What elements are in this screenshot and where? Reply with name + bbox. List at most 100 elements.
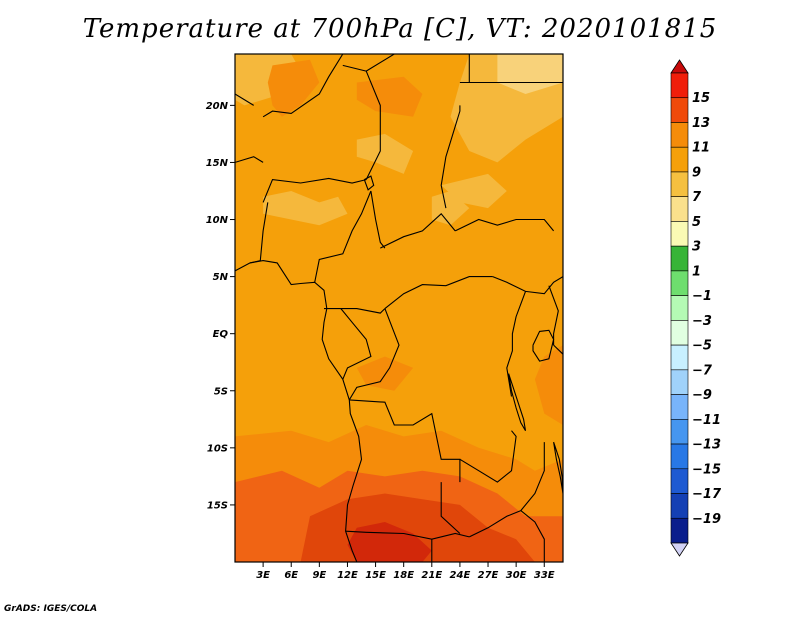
lon-tick-label: 9E bbox=[312, 570, 326, 581]
border-angola-zambia bbox=[440, 482, 461, 534]
colorbar-label: −19 bbox=[692, 512, 721, 527]
colorbar-swatch bbox=[670, 97, 689, 123]
border-libya-chad bbox=[365, 54, 395, 72]
cool-patch-car bbox=[431, 191, 470, 226]
border-mali-algeria bbox=[235, 93, 254, 106]
lon-tick-label: 33E bbox=[534, 570, 555, 581]
cool-patch-sudan bbox=[441, 173, 507, 209]
cool-patch-nigeria bbox=[263, 191, 348, 226]
lake-victoria bbox=[532, 329, 555, 362]
colorbar-swatch bbox=[670, 517, 689, 544]
border-tanzania-kenya bbox=[553, 344, 563, 355]
border-congo-drc bbox=[348, 308, 400, 401]
lon-tick-label: 12E bbox=[337, 570, 358, 581]
colorbar-swatch bbox=[670, 295, 689, 321]
colorbar-swatch bbox=[670, 443, 689, 470]
colorbar-label: 13 bbox=[692, 116, 710, 131]
lon-tick-label: 3E bbox=[256, 570, 270, 581]
lon-tick-label: 30E bbox=[506, 570, 527, 581]
colorbar-label: 7 bbox=[692, 190, 702, 205]
colorbar-swatch bbox=[670, 493, 689, 519]
lon-tick-label: 27E bbox=[478, 570, 499, 581]
colorbar-swatch bbox=[670, 196, 689, 222]
warm-patch-congo-a bbox=[356, 356, 414, 391]
colorbar-label: −3 bbox=[692, 314, 712, 329]
colorbar-label: −11 bbox=[692, 413, 721, 428]
border-niger-nigeria bbox=[262, 177, 367, 203]
lat-tick-label: 15S bbox=[207, 500, 228, 511]
colorbar-swatch bbox=[670, 344, 689, 371]
colorbar-swatch bbox=[670, 320, 689, 346]
colorbar-swatch bbox=[670, 221, 689, 247]
border-cameroon-chad bbox=[370, 190, 386, 249]
colorbar-top-arrow bbox=[670, 59, 689, 74]
border-angola-namibia bbox=[345, 530, 470, 540]
border-drc-zambia bbox=[459, 430, 517, 483]
cool-band-northeast-inner bbox=[497, 54, 563, 94]
colorbar-swatch bbox=[670, 122, 689, 148]
lon-tick-label: 21E bbox=[421, 570, 442, 581]
coast-west-africa bbox=[235, 260, 363, 562]
colorbar-swatch bbox=[670, 394, 689, 420]
colorbar-swatch bbox=[670, 369, 689, 395]
colorbar-swatch bbox=[670, 419, 689, 445]
grads-credit: GrADS: IGES/COLA bbox=[4, 604, 98, 614]
map-title: Temperature at 700hPa [C], VT: 202010181… bbox=[82, 14, 718, 44]
colorbar-bottom-arrow bbox=[670, 542, 689, 557]
warm-patch-kenya bbox=[534, 345, 563, 425]
lake-tanganyika bbox=[508, 373, 527, 431]
lat-tick-label: 10S bbox=[207, 443, 228, 454]
border-drc-angola bbox=[349, 399, 461, 483]
border-car-drc bbox=[384, 276, 493, 310]
border-cameroon-gabon bbox=[324, 308, 386, 314]
lon-tick-label: 6E bbox=[284, 570, 298, 581]
lake-malawi bbox=[553, 441, 563, 494]
colorbar-label: −1 bbox=[692, 289, 712, 304]
colorbar-swatch bbox=[670, 245, 689, 272]
colorbar-swatch bbox=[670, 468, 689, 494]
border-algeria-niger bbox=[262, 54, 344, 118]
colorbar-label: 15 bbox=[692, 91, 710, 106]
colorbar-legend: 15 13 11 9 7 5 3 1 −1 −3 −5 −7 −9 −11 −13 −15 −17 −19 bbox=[670, 59, 722, 557]
border-drc-uganda bbox=[506, 291, 527, 397]
lat-tick-label: EQ bbox=[213, 329, 229, 340]
colorbar-label: 3 bbox=[692, 240, 701, 255]
colorbar-label: 5 bbox=[692, 215, 701, 230]
lat-tick-label: 5N bbox=[213, 272, 229, 283]
border-chad-car bbox=[380, 213, 456, 249]
cool-patch-chad bbox=[356, 133, 414, 174]
lat-tick-label: 20N bbox=[206, 101, 229, 112]
border-niger-chad bbox=[365, 70, 381, 180]
border-burkina-niger bbox=[235, 156, 264, 163]
border-south-sudan-drc bbox=[492, 276, 563, 295]
colorbar-label: −17 bbox=[692, 487, 722, 502]
lat-tick-label: 15N bbox=[206, 158, 229, 169]
border-gabon-congo bbox=[340, 308, 372, 380]
border-zambia-zimbabwe bbox=[469, 510, 522, 538]
colorbar-swatch bbox=[670, 270, 689, 296]
lon-tick-label: 18E bbox=[393, 570, 414, 581]
colorbar-swatch bbox=[670, 171, 689, 197]
lat-tick-label: 10N bbox=[206, 215, 229, 226]
border-zambia-malawi bbox=[520, 442, 545, 511]
colorbar-label: 11 bbox=[692, 141, 710, 156]
lat-tick-label: 5S bbox=[214, 386, 228, 397]
border-niger-libya bbox=[342, 64, 367, 72]
plot-frame bbox=[234, 53, 564, 563]
colorbar-swatch bbox=[670, 72, 689, 99]
colorbar-label: 9 bbox=[692, 165, 701, 180]
colorbar-label: −5 bbox=[692, 339, 712, 354]
warm-patch-algeria bbox=[267, 59, 320, 117]
border-mozambique bbox=[520, 510, 545, 562]
colorbar-label: 1 bbox=[692, 264, 701, 279]
temperature-plot: 20N 15N 10N 5N EQ 5S 10S 15S 3E 6E 9E 12E 15E 18E 21E 2… bbox=[206, 53, 564, 581]
colorbar-label: −7 bbox=[692, 363, 713, 378]
border-nigeria-cameroon bbox=[314, 190, 372, 283]
colorbar-label: −13 bbox=[692, 438, 721, 453]
colorbar-label: −9 bbox=[692, 388, 712, 403]
lon-tick-label: 15E bbox=[365, 570, 386, 581]
border-chad-sudan bbox=[440, 105, 461, 209]
lon-tick-label: 24E bbox=[450, 570, 471, 581]
colorbar-swatch bbox=[670, 146, 689, 173]
